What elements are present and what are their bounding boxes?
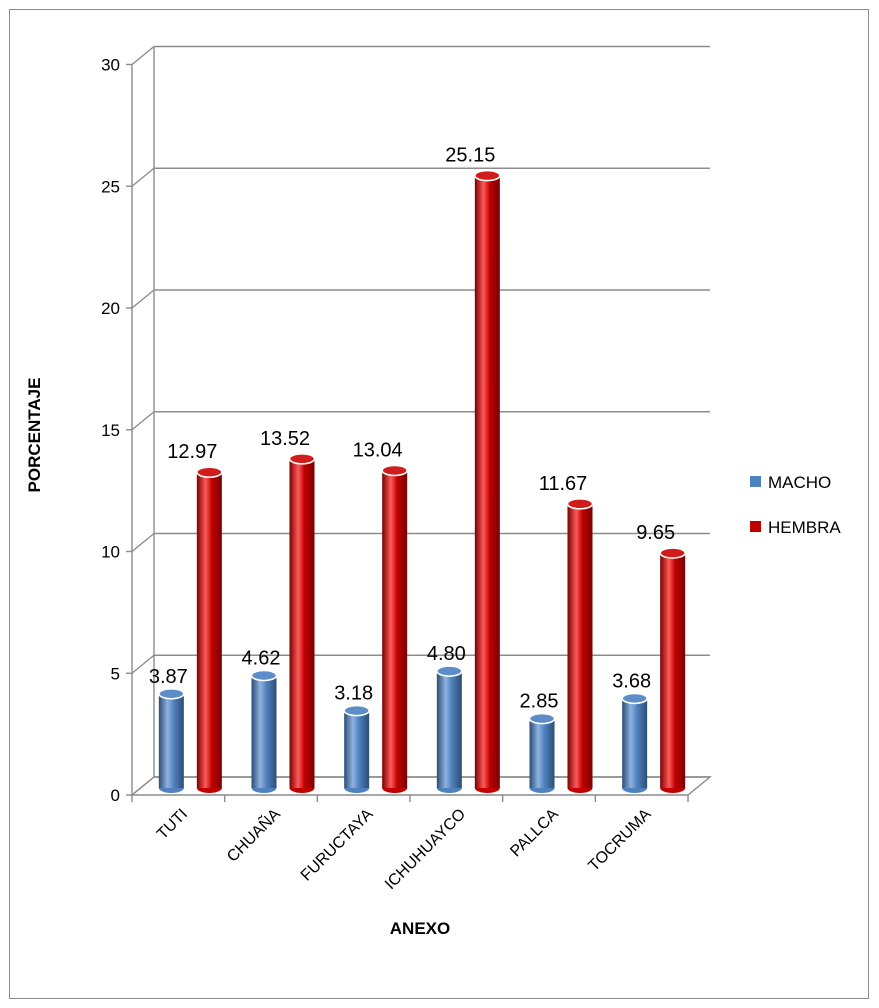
x-tick-label: PALLCA: [507, 806, 562, 861]
gridline-side: [131, 532, 155, 553]
legend-swatch-macho: [750, 476, 761, 487]
x-axis-title: ANEXO: [390, 919, 450, 938]
bar-hembra-3: [474, 169, 501, 793]
bar-macho-4: [528, 712, 556, 793]
bar-hembra-4: [566, 498, 594, 793]
bar-hembra-0: [196, 466, 223, 793]
bar-layer: [158, 169, 686, 793]
data-label-macho: 3.68: [612, 670, 651, 692]
y-tick-label: 20: [101, 299, 120, 318]
data-label-hembra: 13.52: [260, 428, 310, 450]
bar-macho-5: [621, 692, 648, 793]
bar-hembra-1: [288, 452, 316, 793]
bar-macho-2: [343, 704, 370, 793]
label-layer: 3.87 12.97 4.62 13.52 3.18 13.04 4.80 25.15 2.85…: [149, 145, 675, 713]
legend-swatch-hembra: [750, 521, 761, 532]
data-label-macho: 2.85: [520, 691, 559, 713]
gridline-side: [131, 289, 155, 309]
data-label-hembra: 25.15: [445, 145, 495, 167]
y-tick-label: 10: [101, 543, 120, 562]
data-label-hembra: 13.04: [353, 439, 403, 461]
chart-svg: 0 5 10 15 20 25 30 TUTI CHUAÑA FURUCTAYA ICHUHUAYC…: [25, 45, 841, 938]
bar-macho-0: [158, 687, 185, 793]
data-label-hembra: 11.67: [539, 473, 588, 495]
y-tick-label: 5: [111, 664, 120, 683]
gridline-side: [131, 411, 155, 431]
x-tick-label: ICHUHUAYCO: [382, 806, 469, 893]
y-axis-title: PORCENTAJE: [25, 378, 44, 493]
y-tick-label: 30: [101, 56, 120, 75]
bar-hembra-5: [659, 547, 686, 793]
bar-macho-3: [436, 665, 463, 793]
y-tick-label: 25: [101, 177, 120, 196]
data-label-hembra: 12.97: [167, 441, 217, 463]
gridline-side: [131, 654, 155, 674]
legend: MACHO HEMBRA: [750, 473, 841, 537]
x-tick-label: FURUCTAYA: [298, 806, 377, 885]
y-tick-label: 0: [111, 786, 120, 805]
gridline-side: [131, 167, 155, 187]
data-label-macho: 4.80: [427, 643, 466, 665]
x-tick-label: CHUAÑA: [222, 803, 284, 865]
data-label-macho: 3.18: [334, 683, 373, 705]
grid-layer: [131, 45, 710, 796]
legend-label-hembra: HEMBRA: [768, 518, 841, 537]
legend-label-macho: MACHO: [768, 473, 831, 492]
gridline-side: [131, 45, 155, 66]
bar-hembra-2: [381, 464, 408, 793]
y-tick-label: 15: [101, 421, 120, 440]
data-label-macho: 3.87: [149, 666, 188, 688]
x-tick-label: TUTI: [154, 806, 191, 843]
bar-macho-1: [250, 669, 278, 793]
data-label-hembra: 9.65: [636, 522, 675, 544]
data-label-macho: 4.62: [242, 648, 281, 670]
x-tick-label: TOCRUMA: [585, 806, 654, 875]
chart-frame: 0 5 10 15 20 25 30 TUTI CHUAÑA FURUCTAYA ICHUHUAYC…: [9, 9, 869, 999]
